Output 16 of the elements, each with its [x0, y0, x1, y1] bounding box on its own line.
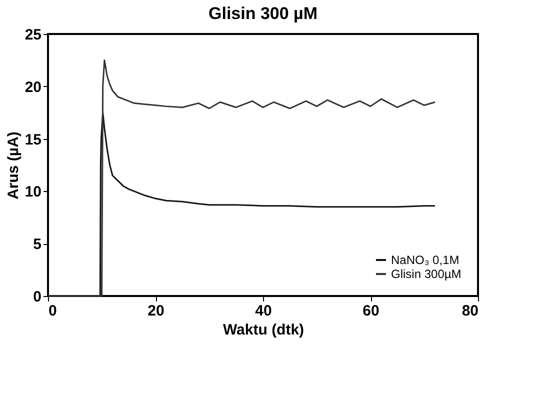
x-tick-label: 40	[255, 302, 272, 320]
x-tick-label: 80	[462, 302, 478, 320]
y-axis-title: Arus (µA)	[4, 132, 22, 200]
x-axis-title: Waktu (dtk)	[222, 322, 304, 338]
x-tick-label: 0	[48, 302, 57, 320]
y-tick-label: 25	[24, 26, 42, 44]
chart-title: Glisin 300 µM	[208, 4, 318, 23]
y-tick-label: 0	[33, 288, 42, 306]
legend-label: NaNO₃ 0,1M	[391, 253, 460, 267]
y-tick-label: 5	[33, 236, 42, 254]
legend-label: Glisin 300µM	[391, 267, 462, 281]
y-tick-label: 10	[24, 184, 42, 201]
x-tick-label: 60	[362, 302, 380, 320]
y-tick-label: 20	[24, 78, 42, 96]
x-tick-label: 20	[148, 302, 164, 320]
y-tick-label: 15	[24, 131, 42, 148]
